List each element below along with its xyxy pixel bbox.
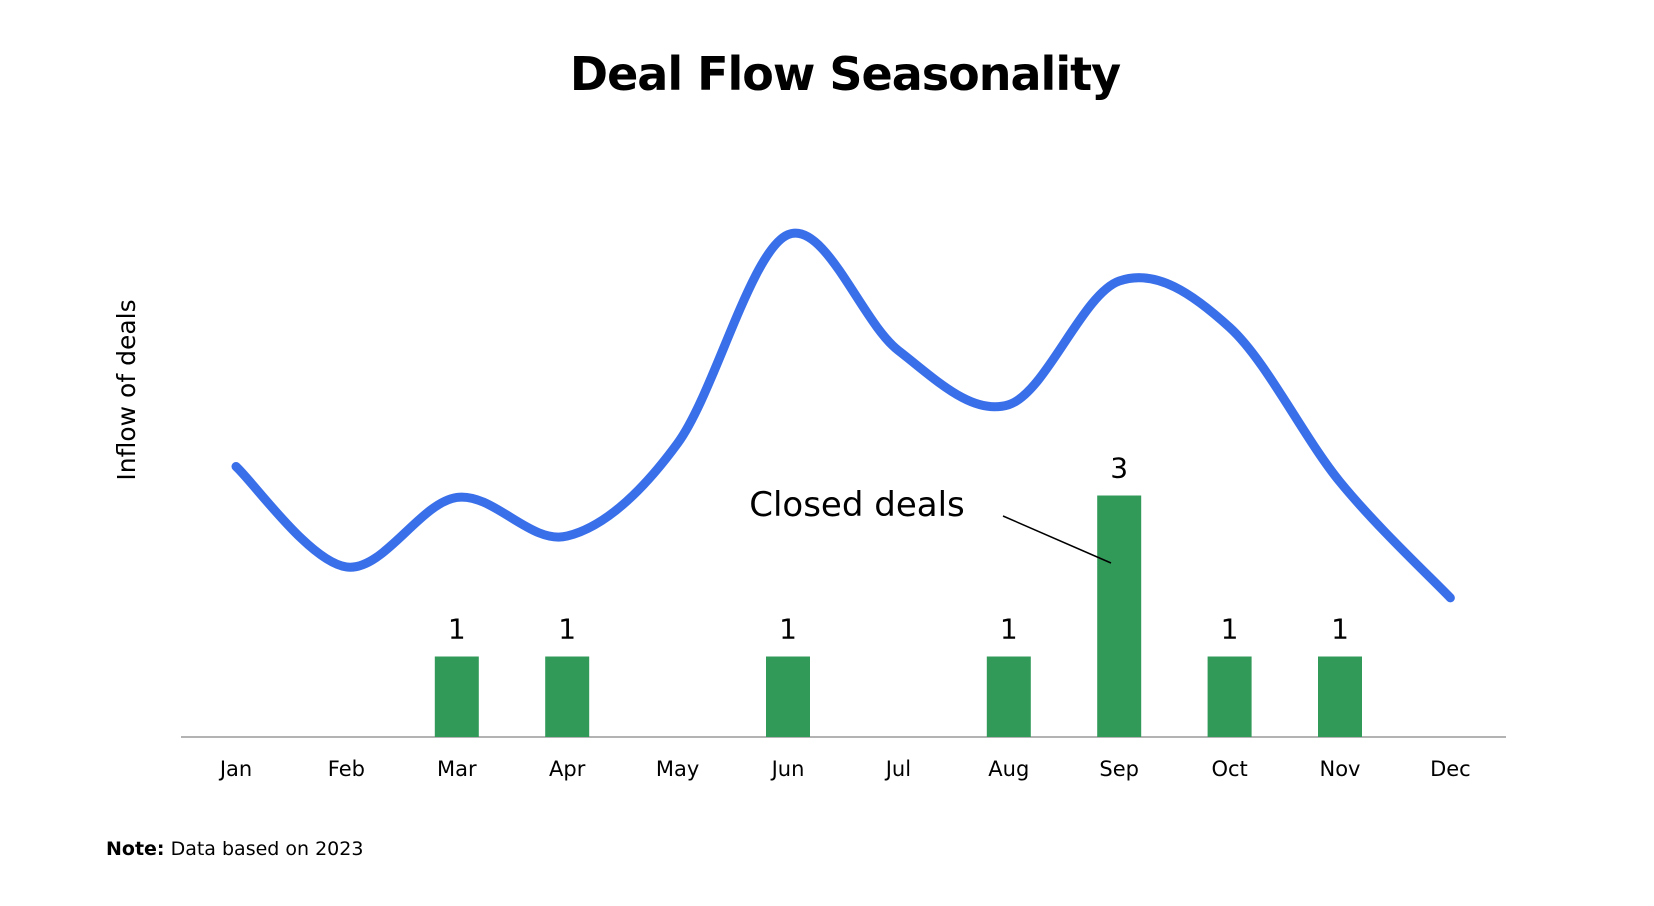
x-tick-label: Jul (884, 757, 911, 781)
line-layer (231, 228, 1455, 603)
bar (1097, 495, 1142, 737)
bar-value-label: 1 (1331, 613, 1349, 646)
x-tick-label: Aug (988, 757, 1029, 781)
chart-title: Deal Flow Seasonality (570, 47, 1121, 101)
tick-labels-layer: Jan Feb Mar Apr May Jun Jul Aug Sep Oct Nov Dec (218, 757, 1471, 781)
x-tick-label: Oct (1211, 757, 1247, 781)
y-axis-label: Inflow of deals (112, 299, 141, 480)
footnote-text: Data based on 2023 (170, 838, 364, 860)
bar (1207, 656, 1252, 737)
bars-layer (434, 495, 1362, 737)
x-tick-label: Dec (1430, 757, 1471, 781)
bar (766, 656, 810, 737)
bar-value-label: 1 (779, 613, 797, 646)
bar-value-label: 1 (448, 613, 466, 646)
x-tick-label: Mar (437, 757, 477, 781)
bar-labels-layer: 1 1 1 1 3 1 1 (448, 452, 1349, 646)
bar-value-label: 1 (1000, 613, 1018, 646)
annotation-closed-deals: Closed deals (749, 485, 965, 525)
bar (1318, 656, 1362, 737)
footnote: Note: Data based on 2023 (106, 838, 363, 860)
x-tick-label: Nov (1320, 757, 1361, 781)
x-tick-label: Sep (1099, 757, 1139, 781)
footnote-label: Note: (106, 838, 165, 860)
bar (545, 656, 590, 737)
x-tick-label: Feb (328, 757, 365, 781)
x-tick-label: Jun (770, 757, 805, 781)
annotation-leader-line (1002, 515, 1112, 564)
x-tick-label: May (656, 757, 699, 781)
bar (986, 656, 1031, 737)
x-tick-label: Apr (549, 757, 586, 781)
inflow-line (231, 228, 1455, 603)
bar-value-label: 1 (558, 613, 576, 646)
bar (434, 656, 479, 737)
x-tick-label: Jan (218, 757, 252, 781)
bar-value-label: 3 (1110, 452, 1128, 485)
bar-value-label: 1 (1221, 613, 1239, 646)
